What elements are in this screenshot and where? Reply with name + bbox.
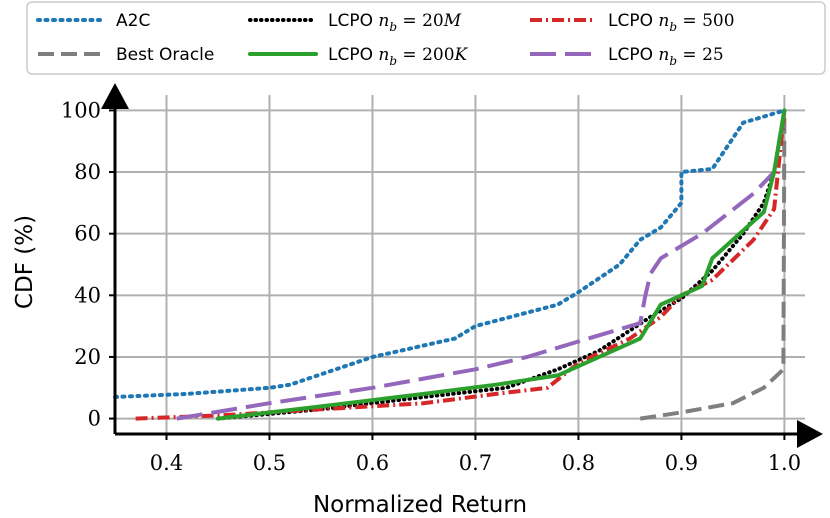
legend: A2C Best Oracle LCPO nb = 20M LCPO nb = 200… bbox=[26, 1, 826, 75]
y-tick-label: 100 bbox=[61, 98, 101, 122]
axes bbox=[101, 83, 823, 448]
series-line-4 bbox=[135, 110, 787, 421]
y-tick-label: 40 bbox=[74, 283, 101, 307]
series-line-1 bbox=[639, 110, 787, 421]
x-tick-label: 0.9 bbox=[665, 451, 698, 475]
series-line-2 bbox=[216, 108, 787, 421]
series-line-0 bbox=[113, 108, 787, 399]
y-tick-label: 60 bbox=[74, 222, 101, 246]
x-tick-label: 1.0 bbox=[768, 451, 801, 475]
legend-frame bbox=[26, 1, 826, 75]
legend-label-3: LCPO nb = 200K bbox=[328, 45, 469, 68]
series-line-3 bbox=[216, 108, 787, 421]
x-axis-arrow bbox=[797, 420, 823, 448]
legend-label-2: LCPO nb = 20M bbox=[328, 11, 462, 34]
x-tick-label: 0.7 bbox=[459, 451, 492, 475]
legend-label-0: A2C bbox=[116, 11, 150, 31]
series-group bbox=[113, 108, 787, 421]
legend-label-4: LCPO nb = 500 bbox=[608, 11, 735, 34]
x-axis-label: Normalized Return bbox=[313, 492, 527, 518]
y-axis-label: CDF (%) bbox=[12, 215, 38, 309]
legend-label-5: LCPO nb = 25 bbox=[608, 45, 724, 68]
y-tick-label: 80 bbox=[74, 160, 101, 184]
legend-label-1: Best Oracle bbox=[116, 45, 214, 65]
y-axis-arrow bbox=[101, 83, 129, 109]
x-tick-label: 0.5 bbox=[253, 451, 286, 475]
x-tick-label: 0.8 bbox=[562, 451, 595, 475]
x-tick-label: 0.4 bbox=[150, 451, 183, 475]
series-line-5 bbox=[176, 110, 787, 421]
tick-labels: 0.4 0.5 0.6 0.7 0.8 0.9 1.0 0 20 40 60 80 100 bbox=[61, 98, 801, 475]
y-tick-label: 0 bbox=[88, 407, 101, 431]
y-tick-label: 20 bbox=[74, 345, 101, 369]
x-tick-label: 0.6 bbox=[356, 451, 389, 475]
grid bbox=[115, 95, 805, 434]
